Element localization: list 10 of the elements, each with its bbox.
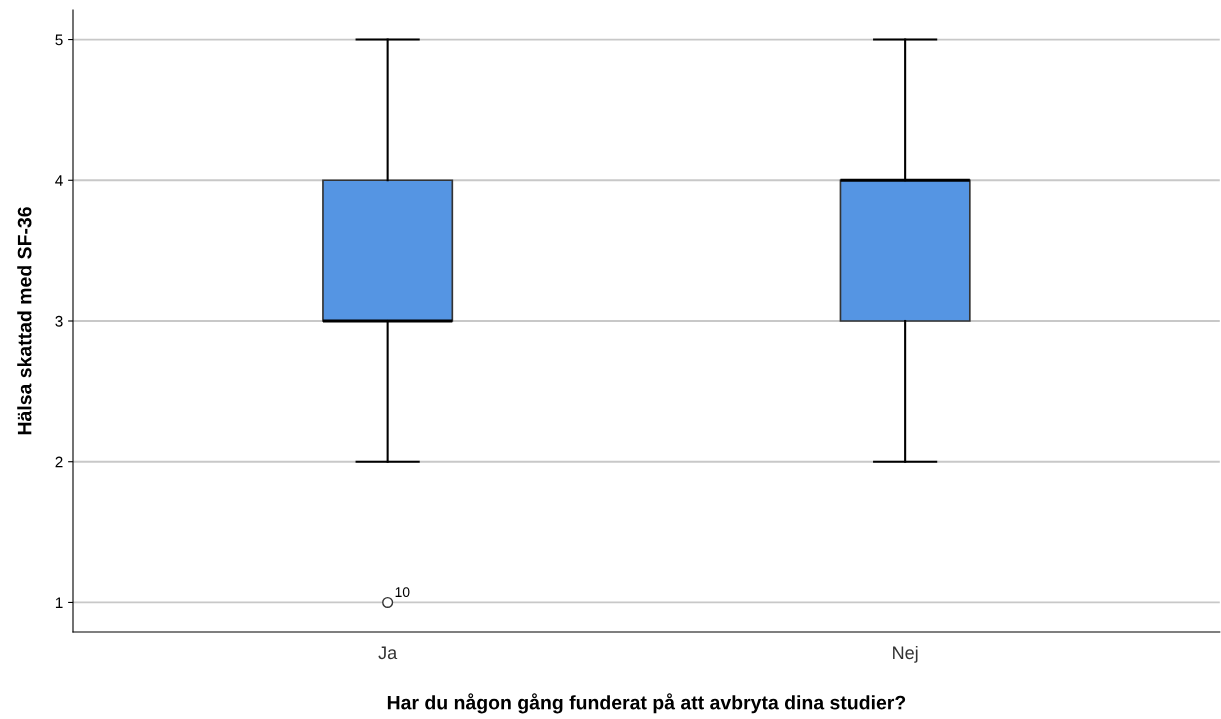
y-tick-label: 1 — [55, 597, 63, 608]
x-tick-label: Ja — [378, 646, 398, 660]
y-tick-label: 5 — [55, 34, 63, 46]
x-tick-label: Nej — [893, 645, 918, 663]
x-axis-title: Har du någon gång funderat på att avbryta dina studier? — [387, 693, 906, 714]
y-tick-label: 2 — [55, 456, 63, 468]
y-axis-title: Hälsa skattad med SF-36 — [17, 207, 32, 435]
annotation: 10 — [395, 587, 410, 598]
y-tick-label: 3 — [55, 315, 63, 327]
y-tick-label: 4 — [55, 175, 63, 186]
